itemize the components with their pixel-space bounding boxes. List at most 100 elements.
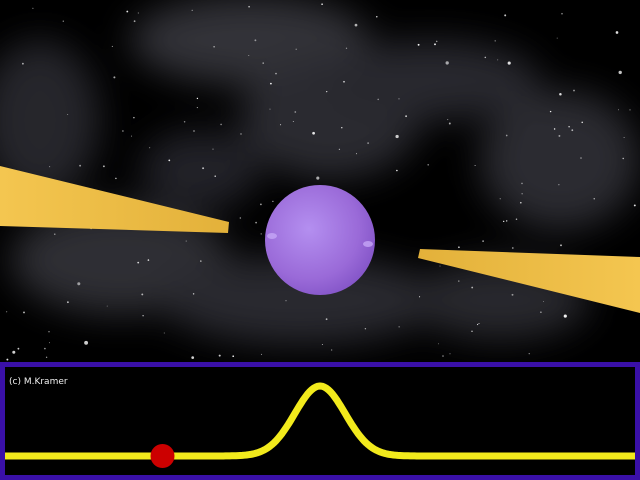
star bbox=[494, 40, 496, 42]
star bbox=[367, 142, 369, 144]
star bbox=[398, 326, 400, 328]
star bbox=[269, 108, 271, 110]
star bbox=[345, 47, 348, 49]
star bbox=[111, 45, 113, 47]
star bbox=[458, 246, 460, 249]
star bbox=[504, 14, 507, 17]
star bbox=[364, 328, 367, 330]
star bbox=[262, 62, 264, 64]
star bbox=[445, 61, 449, 65]
star bbox=[12, 350, 16, 354]
star bbox=[285, 300, 287, 302]
star bbox=[571, 129, 574, 132]
star bbox=[435, 40, 438, 43]
star-field bbox=[6, 3, 636, 361]
star bbox=[515, 218, 518, 221]
star bbox=[356, 153, 357, 155]
star bbox=[67, 301, 69, 304]
star bbox=[499, 198, 501, 200]
star bbox=[147, 259, 150, 261]
star bbox=[622, 157, 624, 160]
star bbox=[560, 244, 562, 247]
star bbox=[563, 314, 567, 318]
neutron-star bbox=[265, 185, 375, 295]
star bbox=[540, 311, 542, 314]
star bbox=[439, 265, 441, 267]
star bbox=[321, 343, 323, 346]
star bbox=[354, 23, 358, 27]
star bbox=[505, 134, 508, 137]
star bbox=[321, 3, 323, 6]
star bbox=[331, 349, 333, 351]
star bbox=[573, 89, 575, 92]
star bbox=[280, 124, 282, 126]
star bbox=[126, 10, 129, 13]
star bbox=[511, 247, 514, 249]
star bbox=[442, 355, 444, 357]
star bbox=[49, 342, 50, 344]
star bbox=[629, 109, 631, 111]
star bbox=[294, 111, 297, 113]
star bbox=[163, 332, 165, 334]
star bbox=[312, 131, 315, 135]
star bbox=[17, 347, 20, 350]
star bbox=[377, 98, 379, 101]
star bbox=[558, 184, 560, 186]
star bbox=[618, 70, 622, 75]
star bbox=[580, 157, 582, 159]
space-scene bbox=[0, 0, 640, 362]
star bbox=[200, 260, 202, 262]
star bbox=[183, 121, 186, 123]
star bbox=[213, 45, 215, 48]
star bbox=[325, 318, 328, 321]
star bbox=[48, 331, 50, 333]
star bbox=[581, 121, 583, 124]
star bbox=[193, 130, 195, 132]
star bbox=[471, 286, 474, 289]
star bbox=[260, 233, 262, 235]
star bbox=[137, 261, 140, 264]
star bbox=[202, 167, 205, 170]
star bbox=[102, 165, 105, 168]
phase-marker-dot bbox=[150, 444, 175, 468]
star bbox=[427, 163, 430, 166]
star bbox=[528, 353, 530, 355]
star bbox=[44, 347, 46, 350]
magnetic-pole-left bbox=[267, 233, 277, 239]
star bbox=[471, 330, 473, 332]
star bbox=[248, 5, 250, 8]
star bbox=[115, 177, 117, 180]
star bbox=[553, 128, 556, 130]
star bbox=[168, 159, 171, 162]
star bbox=[218, 354, 221, 357]
star bbox=[447, 119, 449, 121]
star bbox=[67, 113, 69, 115]
star bbox=[32, 7, 34, 9]
star bbox=[77, 282, 81, 286]
star bbox=[396, 169, 398, 172]
star bbox=[633, 204, 636, 207]
star bbox=[254, 39, 257, 42]
star bbox=[316, 176, 320, 180]
star bbox=[623, 136, 625, 138]
star bbox=[618, 109, 620, 111]
star bbox=[133, 116, 135, 119]
star bbox=[196, 107, 198, 109]
star bbox=[326, 90, 328, 93]
star bbox=[343, 80, 345, 83]
star bbox=[220, 123, 222, 126]
star bbox=[458, 280, 460, 282]
star bbox=[255, 221, 257, 224]
star bbox=[261, 353, 263, 355]
star bbox=[239, 217, 241, 219]
space-scene-graphic bbox=[0, 0, 640, 362]
right-radiation-beam bbox=[418, 249, 640, 313]
star bbox=[395, 134, 399, 139]
star bbox=[478, 322, 480, 325]
star bbox=[417, 43, 420, 46]
pulse-profile-panel: (c) M.Kramer bbox=[0, 362, 640, 480]
star bbox=[270, 82, 272, 85]
star bbox=[419, 296, 421, 298]
star bbox=[477, 323, 479, 326]
star bbox=[398, 98, 400, 100]
